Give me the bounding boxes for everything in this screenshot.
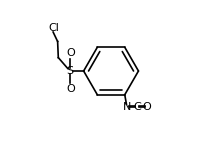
Text: O: O	[142, 102, 151, 112]
Text: Cl: Cl	[48, 23, 59, 33]
Text: N: N	[122, 102, 130, 112]
Text: O: O	[66, 84, 74, 94]
Text: S: S	[66, 66, 73, 76]
Text: C: C	[132, 102, 140, 112]
Text: O: O	[66, 48, 74, 58]
